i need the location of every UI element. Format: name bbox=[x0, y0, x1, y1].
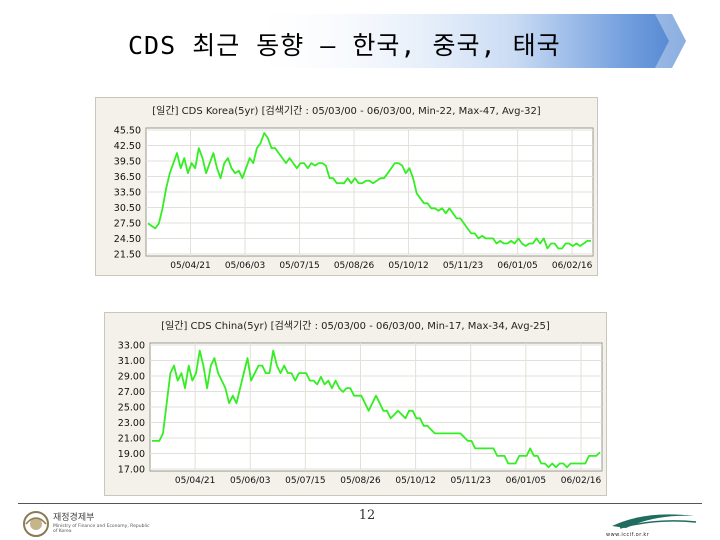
y-tick-label: 31.00 bbox=[118, 356, 145, 367]
x-tick-label: 06/02/16 bbox=[561, 476, 602, 486]
site-url: www.iccif.or.kr bbox=[606, 532, 650, 538]
chart-title: [일간] CDS Korea(5yr) [검색기간 : 05/03/00 - 0… bbox=[152, 106, 541, 117]
x-tick-label: 05/08/26 bbox=[340, 476, 381, 486]
x-tick-label: 05/08/26 bbox=[334, 261, 375, 271]
y-tick-label: 33.00 bbox=[118, 341, 145, 352]
y-tick-label: 29.00 bbox=[118, 372, 145, 383]
cds-korea-chart: 45.50 42.50 39.50 36.50 33.50 30.50 27.50 24.50… bbox=[114, 126, 594, 271]
y-tick-label: 24.50 bbox=[114, 234, 141, 245]
ministry-subtitle: Ministry of Finance and Economy, Republi… bbox=[53, 524, 150, 534]
x-tick-label: 05/06/03 bbox=[225, 261, 265, 271]
x-tick-label: 06/01/05 bbox=[497, 261, 537, 271]
y-tick-label: 25.00 bbox=[118, 403, 145, 414]
x-tick-label: 06/02/16 bbox=[552, 261, 593, 271]
series-line bbox=[147, 132, 591, 250]
y-tick-label: 19.00 bbox=[118, 449, 145, 460]
y-tick-label: 42.50 bbox=[114, 141, 141, 152]
y-tick-label: 36.50 bbox=[114, 172, 141, 183]
x-tick-label: 05/04/21 bbox=[170, 261, 210, 271]
emblem-icon bbox=[23, 511, 49, 537]
chart-title: [일간] CDS China(5yr) [검색기간 : 05/03/00 - 0… bbox=[161, 321, 550, 332]
site-logo: www.iccif.or.kr bbox=[606, 508, 702, 538]
slide-title: CDS 최근 동향 – 한국, 중국, 태국 bbox=[128, 31, 561, 60]
x-tick-label: 05/10/12 bbox=[388, 261, 428, 271]
cds-korea-chart-panel: [일간] CDS Korea(5yr) [검색기간 : 05/03/00 - 0… bbox=[95, 97, 598, 276]
y-tick-label: 39.50 bbox=[114, 157, 141, 168]
y-tick-label: 17.00 bbox=[118, 465, 145, 476]
cds-china-chart: 33.00 31.00 29.00 27.00 25.00 23.00 21.00 19.00… bbox=[118, 341, 603, 486]
y-tick-label: 30.50 bbox=[114, 203, 141, 214]
x-tick-label: 05/04/21 bbox=[175, 476, 215, 486]
ministry-logo: 재정경제부 Ministry of Finance and Economy, R… bbox=[22, 510, 162, 538]
title-banner bbox=[0, 14, 686, 68]
x-tick-label: 05/10/12 bbox=[395, 476, 435, 486]
page-number: 12 bbox=[358, 508, 376, 523]
series-line bbox=[152, 349, 601, 469]
footer-rule bbox=[18, 503, 702, 504]
x-tick-label: 05/07/15 bbox=[279, 261, 319, 271]
y-tick-label: 33.50 bbox=[114, 188, 141, 199]
swoosh-logo-icon bbox=[612, 514, 697, 529]
cds-china-chart-panel: [일간] CDS China(5yr) [검색기간 : 05/03/00 - 0… bbox=[104, 312, 607, 496]
x-tick-label: 05/11/23 bbox=[443, 261, 483, 271]
y-tick-label: 27.50 bbox=[114, 219, 141, 230]
x-tick-label: 05/06/03 bbox=[230, 476, 270, 486]
y-tick-label: 21.50 bbox=[114, 250, 141, 261]
y-tick-label: 21.00 bbox=[118, 434, 145, 445]
x-tick-label: 05/07/15 bbox=[285, 476, 325, 486]
y-tick-label: 45.50 bbox=[114, 126, 141, 137]
x-tick-label: 05/11/23 bbox=[451, 476, 491, 486]
y-tick-label: 27.00 bbox=[118, 387, 145, 398]
y-tick-label: 23.00 bbox=[118, 418, 145, 429]
x-tick-label: 06/01/05 bbox=[506, 476, 546, 486]
ministry-name: 재정경제부 bbox=[53, 513, 95, 523]
